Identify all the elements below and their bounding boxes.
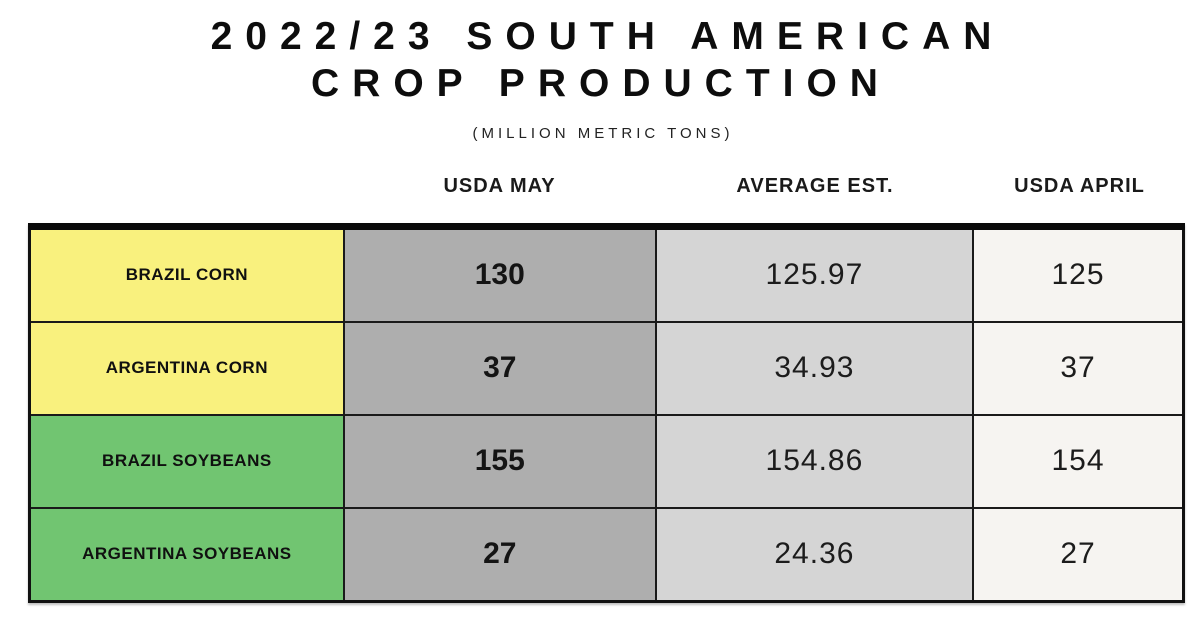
usda-april-value: 125 xyxy=(972,225,1185,323)
title-line-1: 2022/23 SOUTH AMERICAN xyxy=(210,15,1005,58)
subtitle-units: (MILLION METRIC TONS) xyxy=(472,124,734,142)
table-row-argentina-soybeans: ARGENTINA SOYBEANS 27 24.36 27 xyxy=(28,506,1185,603)
average-est-value: 154.86 xyxy=(654,413,975,509)
column-header-row: USDA MAY AVERAGE EST. USDA APRIL xyxy=(28,175,1185,198)
usda-may-value: 37 xyxy=(342,320,657,416)
usda-may-value: 130 xyxy=(342,225,657,323)
usda-april-value: 37 xyxy=(972,320,1185,416)
row-label: BRAZIL CORN xyxy=(28,225,345,323)
column-header-usda-april: USDA APRIL xyxy=(1014,174,1145,197)
table-row-brazil-corn: BRAZIL CORN 130 125.97 125 xyxy=(28,225,1185,323)
page-title: 2022/23 SOUTH AMERICAN CROP PRODUCTION xyxy=(0,14,1202,108)
average-est-value: 34.93 xyxy=(654,320,975,416)
crop-production-table: BRAZIL CORN 130 125.97 125 ARGENTINA COR… xyxy=(28,222,1185,603)
column-header-spacer xyxy=(28,175,343,198)
usda-april-value: 27 xyxy=(972,506,1185,603)
usda-april-value: 154 xyxy=(972,413,1185,509)
usda-may-value: 155 xyxy=(342,413,657,509)
table-row-brazil-soybeans: BRAZIL SOYBEANS 155 154.86 154 xyxy=(28,413,1185,509)
row-label: ARGENTINA CORN xyxy=(28,320,345,416)
column-header-usda-may: USDA MAY xyxy=(443,174,556,197)
table-row-argentina-corn: ARGENTINA CORN 37 34.93 37 xyxy=(28,320,1185,416)
title-line-2: CROP PRODUCTION xyxy=(311,61,891,105)
row-label: BRAZIL SOYBEANS xyxy=(28,413,345,509)
average-est-value: 24.36 xyxy=(654,506,975,603)
crop-production-infographic: 2022/23 SOUTH AMERICAN CROP PRODUCTION (M… xyxy=(0,14,1202,640)
column-header-average-est: AVERAGE EST. xyxy=(736,174,894,197)
row-label: ARGENTINA SOYBEANS xyxy=(28,506,345,603)
average-est-value: 125.97 xyxy=(654,225,975,323)
usda-may-value: 27 xyxy=(342,506,657,603)
